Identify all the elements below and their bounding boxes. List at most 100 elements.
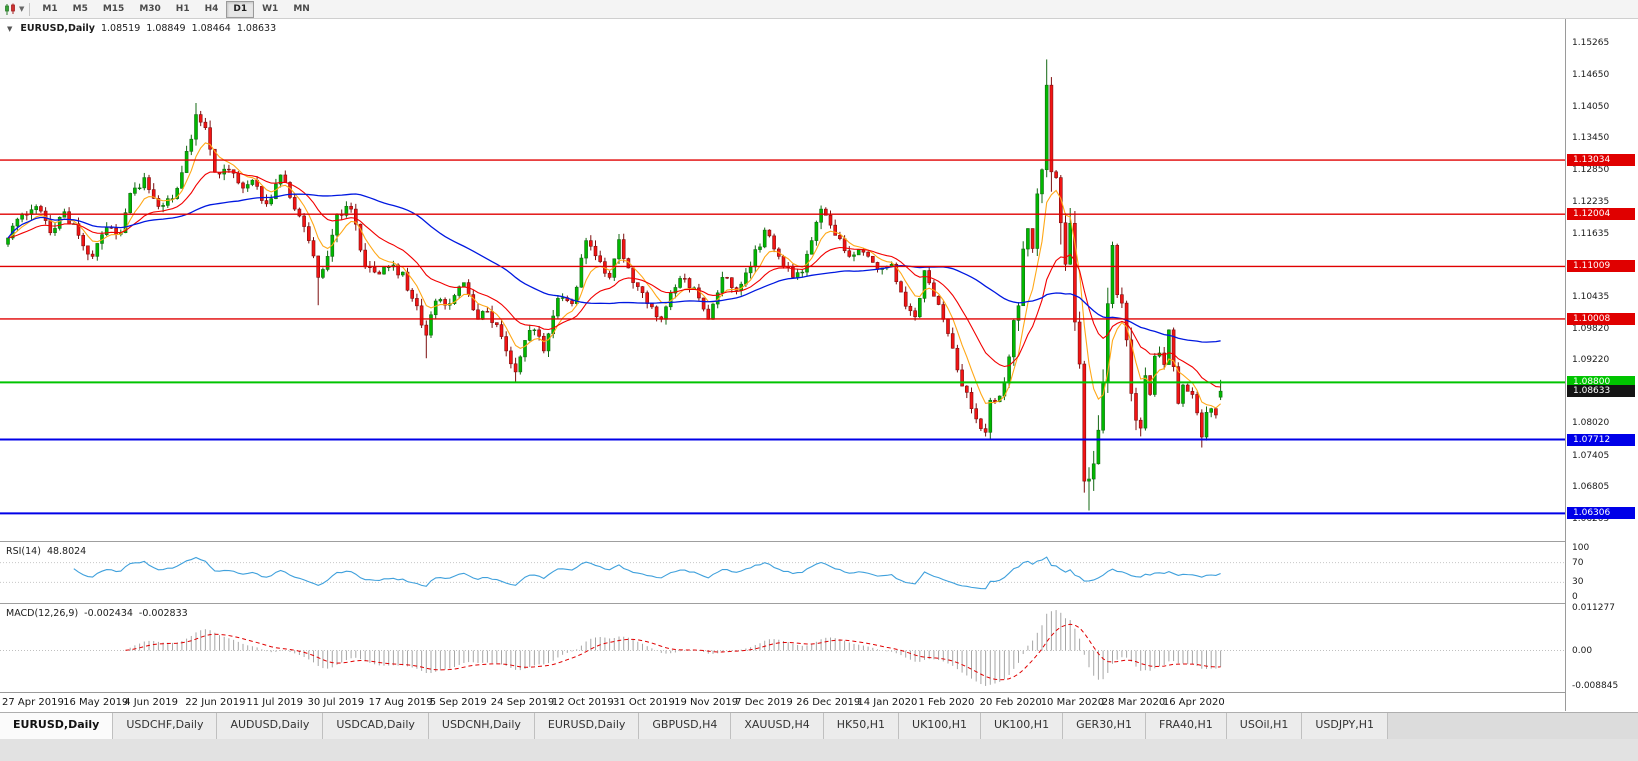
price-level-label: 1.06306 (1567, 507, 1635, 520)
timeframe-button-d1[interactable]: D1 (226, 0, 255, 18)
one-click-trading-toggle[interactable]: ▼ (7, 24, 13, 33)
price-level-label: 1.10008 (1567, 312, 1635, 325)
open-value: 1.08519 (100, 23, 141, 34)
price-axis-tick: 1.13450 (1572, 133, 1610, 144)
price-axis-tick: 1.12850 (1572, 164, 1610, 175)
chart-symbol-label: EURUSD,Daily (20, 23, 95, 34)
date-axis-label: 4 Jun 2019 (124, 697, 178, 708)
price-axis-tick: 1.14650 (1572, 70, 1610, 81)
chart-tab-usdchf-daily[interactable]: USDCHF,Daily (113, 713, 218, 739)
price-level-label: 1.07712 (1567, 433, 1635, 446)
date-axis-label: 12 Oct 2019 (551, 697, 614, 708)
rsi-value: 48.8024 (46, 546, 87, 557)
macd-value: -0.002434 (84, 608, 133, 619)
macd-signal-value: -0.002833 (138, 608, 188, 619)
chart-tab-fra40-h1[interactable]: FRA40,H1 (1145, 713, 1227, 739)
chart-tab-uk100-h1[interactable]: UK100,H1 (899, 713, 982, 739)
chart-tab-bar: EURUSD,Daily USDCHF,Daily AUDUSD,Daily USDC… (0, 712, 1638, 739)
timeframe-button-m30[interactable]: M30 (139, 3, 161, 14)
close-value: 1.08633 (236, 23, 277, 34)
rsi-axis-tick: 70 (1572, 557, 1584, 568)
chart-tab-audusd-daily[interactable]: AUDUSD,Daily (217, 713, 324, 739)
date-axis-label: 1 Feb 2020 (918, 697, 975, 708)
chart-tab-usdjpy-h1[interactable]: USDJPY,H1 (1302, 713, 1389, 739)
macd-name: MACD(12,26,9) (6, 608, 79, 619)
chart-tab-xauusd-h4[interactable]: XAUUSD,H4 (731, 713, 824, 739)
timeframe-button-m5[interactable]: M5 (72, 3, 88, 14)
time-axis[interactable]: 27 Apr 2019 16 May 2019 4 Jun 2019 22 Jun 2… (0, 692, 1638, 712)
panel-resize-divider[interactable] (0, 603, 1638, 604)
chart-tab-usdcnh-daily[interactable]: USDCNH,Daily (428, 713, 535, 739)
low-value: 1.08464 (191, 23, 231, 34)
date-axis-label: 30 Jul 2019 (307, 697, 365, 708)
rsi-axis-tick: 30 (1572, 577, 1584, 588)
chart-tab-ger30-h1[interactable]: GER30,H1 (1063, 713, 1146, 739)
date-axis-label: 5 Sep 2019 (429, 697, 487, 708)
rsi-name: RSI(14) (6, 546, 41, 557)
timeframe-button-h1[interactable]: H1 (175, 3, 190, 14)
price-axis-tick: 1.07405 (1572, 450, 1610, 461)
high-value: 1.08849 (146, 23, 186, 34)
rsi-axis-tick: 0 (1572, 592, 1578, 603)
macd-axis-tick: 0.00 (1572, 645, 1593, 656)
price-chart-canvas[interactable] (0, 19, 1565, 541)
date-axis-label: 28 Mar 2020 (1101, 697, 1166, 708)
price-level-label: 1.13034 (1567, 154, 1635, 167)
rsi-axis-tick: 100 (1572, 542, 1590, 553)
chart-tab-usdcad-daily[interactable]: USDCAD,Daily (323, 713, 429, 739)
toolbar-separator (29, 2, 31, 16)
date-axis-label: 22 Jun 2019 (185, 697, 246, 708)
price-axis-tick: 1.06805 (1572, 482, 1610, 493)
rsi-indicator-canvas[interactable] (0, 542, 1565, 603)
macd-indicator-label: MACD(12,26,9) -0.002434 -0.002833 (6, 608, 188, 619)
date-axis-label: 20 Feb 2020 (979, 697, 1042, 708)
top-toolbar: ▼ M1 M5 M15 M30 H1 H4 D1 W1 MN (0, 0, 1638, 19)
rsi-indicator-label: RSI(14) 48.8024 (6, 546, 86, 557)
date-axis-label: 24 Sep 2019 (490, 697, 555, 708)
price-axis-tick: 1.11635 (1572, 228, 1610, 239)
macd-indicator-canvas[interactable] (0, 604, 1565, 692)
price-axis-tick: 1.09820 (1572, 323, 1610, 334)
price-axis-tick: 1.15265 (1572, 37, 1610, 48)
chart-tab-hk50-h1[interactable]: HK50,H1 (823, 713, 900, 739)
timeframe-button-h4[interactable]: H4 (204, 3, 219, 14)
price-axis-tick: 1.08020 (1572, 418, 1610, 429)
price-axis-tick: 1.10435 (1572, 291, 1610, 302)
chart-tab-uk100-h1[interactable]: UK100,H1 (981, 713, 1064, 739)
date-axis-label: 10 Mar 2020 (1040, 697, 1105, 708)
timeframe-button-m1[interactable]: M1 (42, 3, 58, 14)
timeframe-button-mn[interactable]: MN (293, 3, 310, 14)
price-axis-tick: 1.14050 (1572, 101, 1610, 112)
price-axis-tick: 1.09220 (1572, 355, 1610, 366)
chart-ohlc-readout: ▼ EURUSD,Daily 1.08519 1.08849 1.08464 1… (7, 23, 276, 34)
timeframe-button-w1[interactable]: W1 (262, 3, 279, 14)
mini-candles-icon (5, 3, 15, 15)
date-axis-label: 7 Dec 2019 (735, 697, 793, 708)
price-level-label: 1.11009 (1567, 260, 1635, 273)
chart-window: ▼ EURUSD,Daily 1.08519 1.08849 1.08464 1… (0, 19, 1638, 712)
date-axis-label: 17 Aug 2019 (368, 697, 433, 708)
current-price-label: 1.08633 (1567, 385, 1635, 398)
date-axis-label: 26 Dec 2019 (796, 697, 861, 708)
date-axis-label: 14 Jan 2020 (857, 697, 918, 708)
chart-tab-eurusd-daily[interactable]: EURUSD,Daily (0, 713, 114, 739)
new-chart-icon[interactable] (3, 3, 18, 16)
date-axis-label: 27 Apr 2019 (2, 697, 64, 708)
timeframe-button-m15[interactable]: M15 (102, 3, 125, 14)
date-axis-label: 19 Nov 2019 (674, 697, 739, 708)
date-axis-label: 16 Apr 2020 (1162, 697, 1225, 708)
panel-resize-divider[interactable] (0, 541, 1638, 542)
timeframe-button-group: M1 M5 M15 M30 H1 H4 D1 W1 MN (35, 0, 317, 18)
chart-dropdown-caret[interactable]: ▼ (19, 5, 25, 13)
chart-tab-eurusd-daily[interactable]: EURUSD,Daily (534, 713, 640, 739)
macd-axis-tick: 0.011277 (1572, 603, 1615, 613)
chart-tab-usoil-h1[interactable]: USOil,H1 (1226, 713, 1303, 739)
price-level-label: 1.12004 (1567, 208, 1635, 221)
macd-axis-tick: -0.008845 (1572, 681, 1619, 691)
date-axis-label: 31 Oct 2019 (613, 697, 675, 708)
date-axis-label: 11 Jul 2019 (246, 697, 303, 708)
price-axis[interactable]: 1.15265 1.14650 1.14050 1.13450 1.12850 1.122… (1565, 19, 1638, 711)
chart-tab-gbpusd-h4[interactable]: GBPUSD,H4 (639, 713, 732, 739)
date-axis-label: 16 May 2019 (63, 697, 129, 708)
price-axis-tick: 1.12235 (1572, 197, 1610, 207)
